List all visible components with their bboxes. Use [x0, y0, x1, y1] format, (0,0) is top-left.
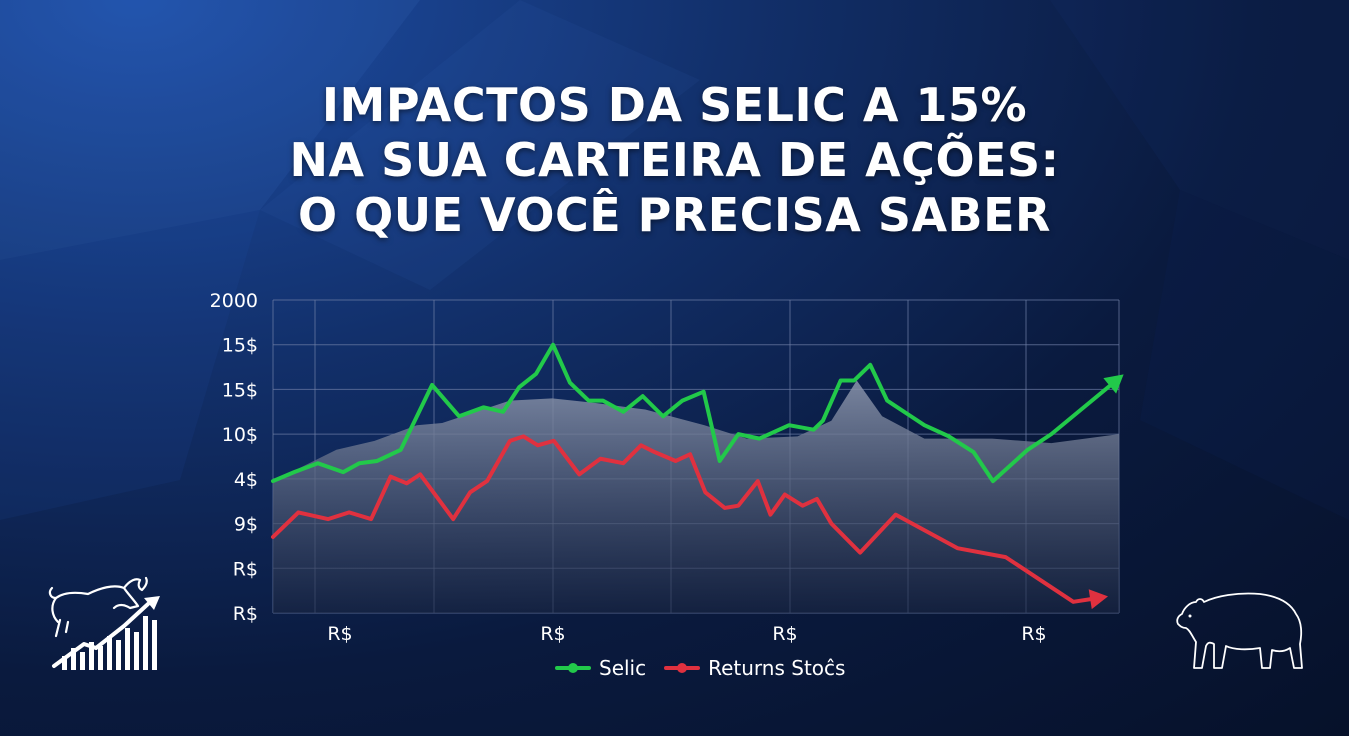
background-area — [273, 380, 1119, 613]
legend-label-selic: Selic — [599, 656, 647, 680]
x-tick-label: R$ — [540, 623, 565, 645]
title-line-3: O QUE VOCÊ PRECISA SABER — [298, 188, 1051, 242]
y-tick-label: R$ — [233, 558, 258, 580]
bear-icon — [1176, 592, 1303, 669]
y-tick-label: 15$ — [222, 379, 258, 401]
series-line-returns — [271, 434, 1105, 604]
legend-swatch-returns — [664, 663, 701, 673]
x-tick-label: R$ — [1021, 623, 1046, 645]
legend-label-returns: Returns Stoĉs — [708, 656, 846, 680]
legend-item-selic: Selic — [555, 656, 646, 680]
series-arrowhead-returns — [1088, 589, 1109, 610]
page-title: IMPACTOS DA SELIC A 15% NA SUA CARTEIRA … — [0, 78, 1349, 243]
legend-item-returns: Returns Stoĉs — [664, 656, 845, 680]
y-tick-label: 4$ — [234, 469, 258, 491]
y-tick-label: 15$ — [222, 335, 258, 357]
x-tick-label: R$ — [772, 623, 797, 645]
legend-swatch-selic — [555, 663, 591, 673]
series-arrowhead-selic — [1103, 374, 1124, 394]
title-line-1: IMPACTOS DA SELIC A 15% — [321, 78, 1028, 132]
bull-bar-chart-icon — [48, 576, 160, 670]
y-tick-label: 9$ — [234, 514, 258, 536]
y-tick-label: 10$ — [222, 424, 258, 446]
series-line-selic — [271, 342, 1121, 484]
title-line-2: NA SUA CARTEIRA DE AÇÕES: — [289, 133, 1060, 187]
y-tick-label: 2000 — [210, 290, 258, 312]
x-tick-label: R$ — [327, 623, 352, 645]
chart-legend: Selic Returns Stoĉs — [555, 656, 863, 680]
y-tick-label: R$ — [233, 603, 258, 625]
